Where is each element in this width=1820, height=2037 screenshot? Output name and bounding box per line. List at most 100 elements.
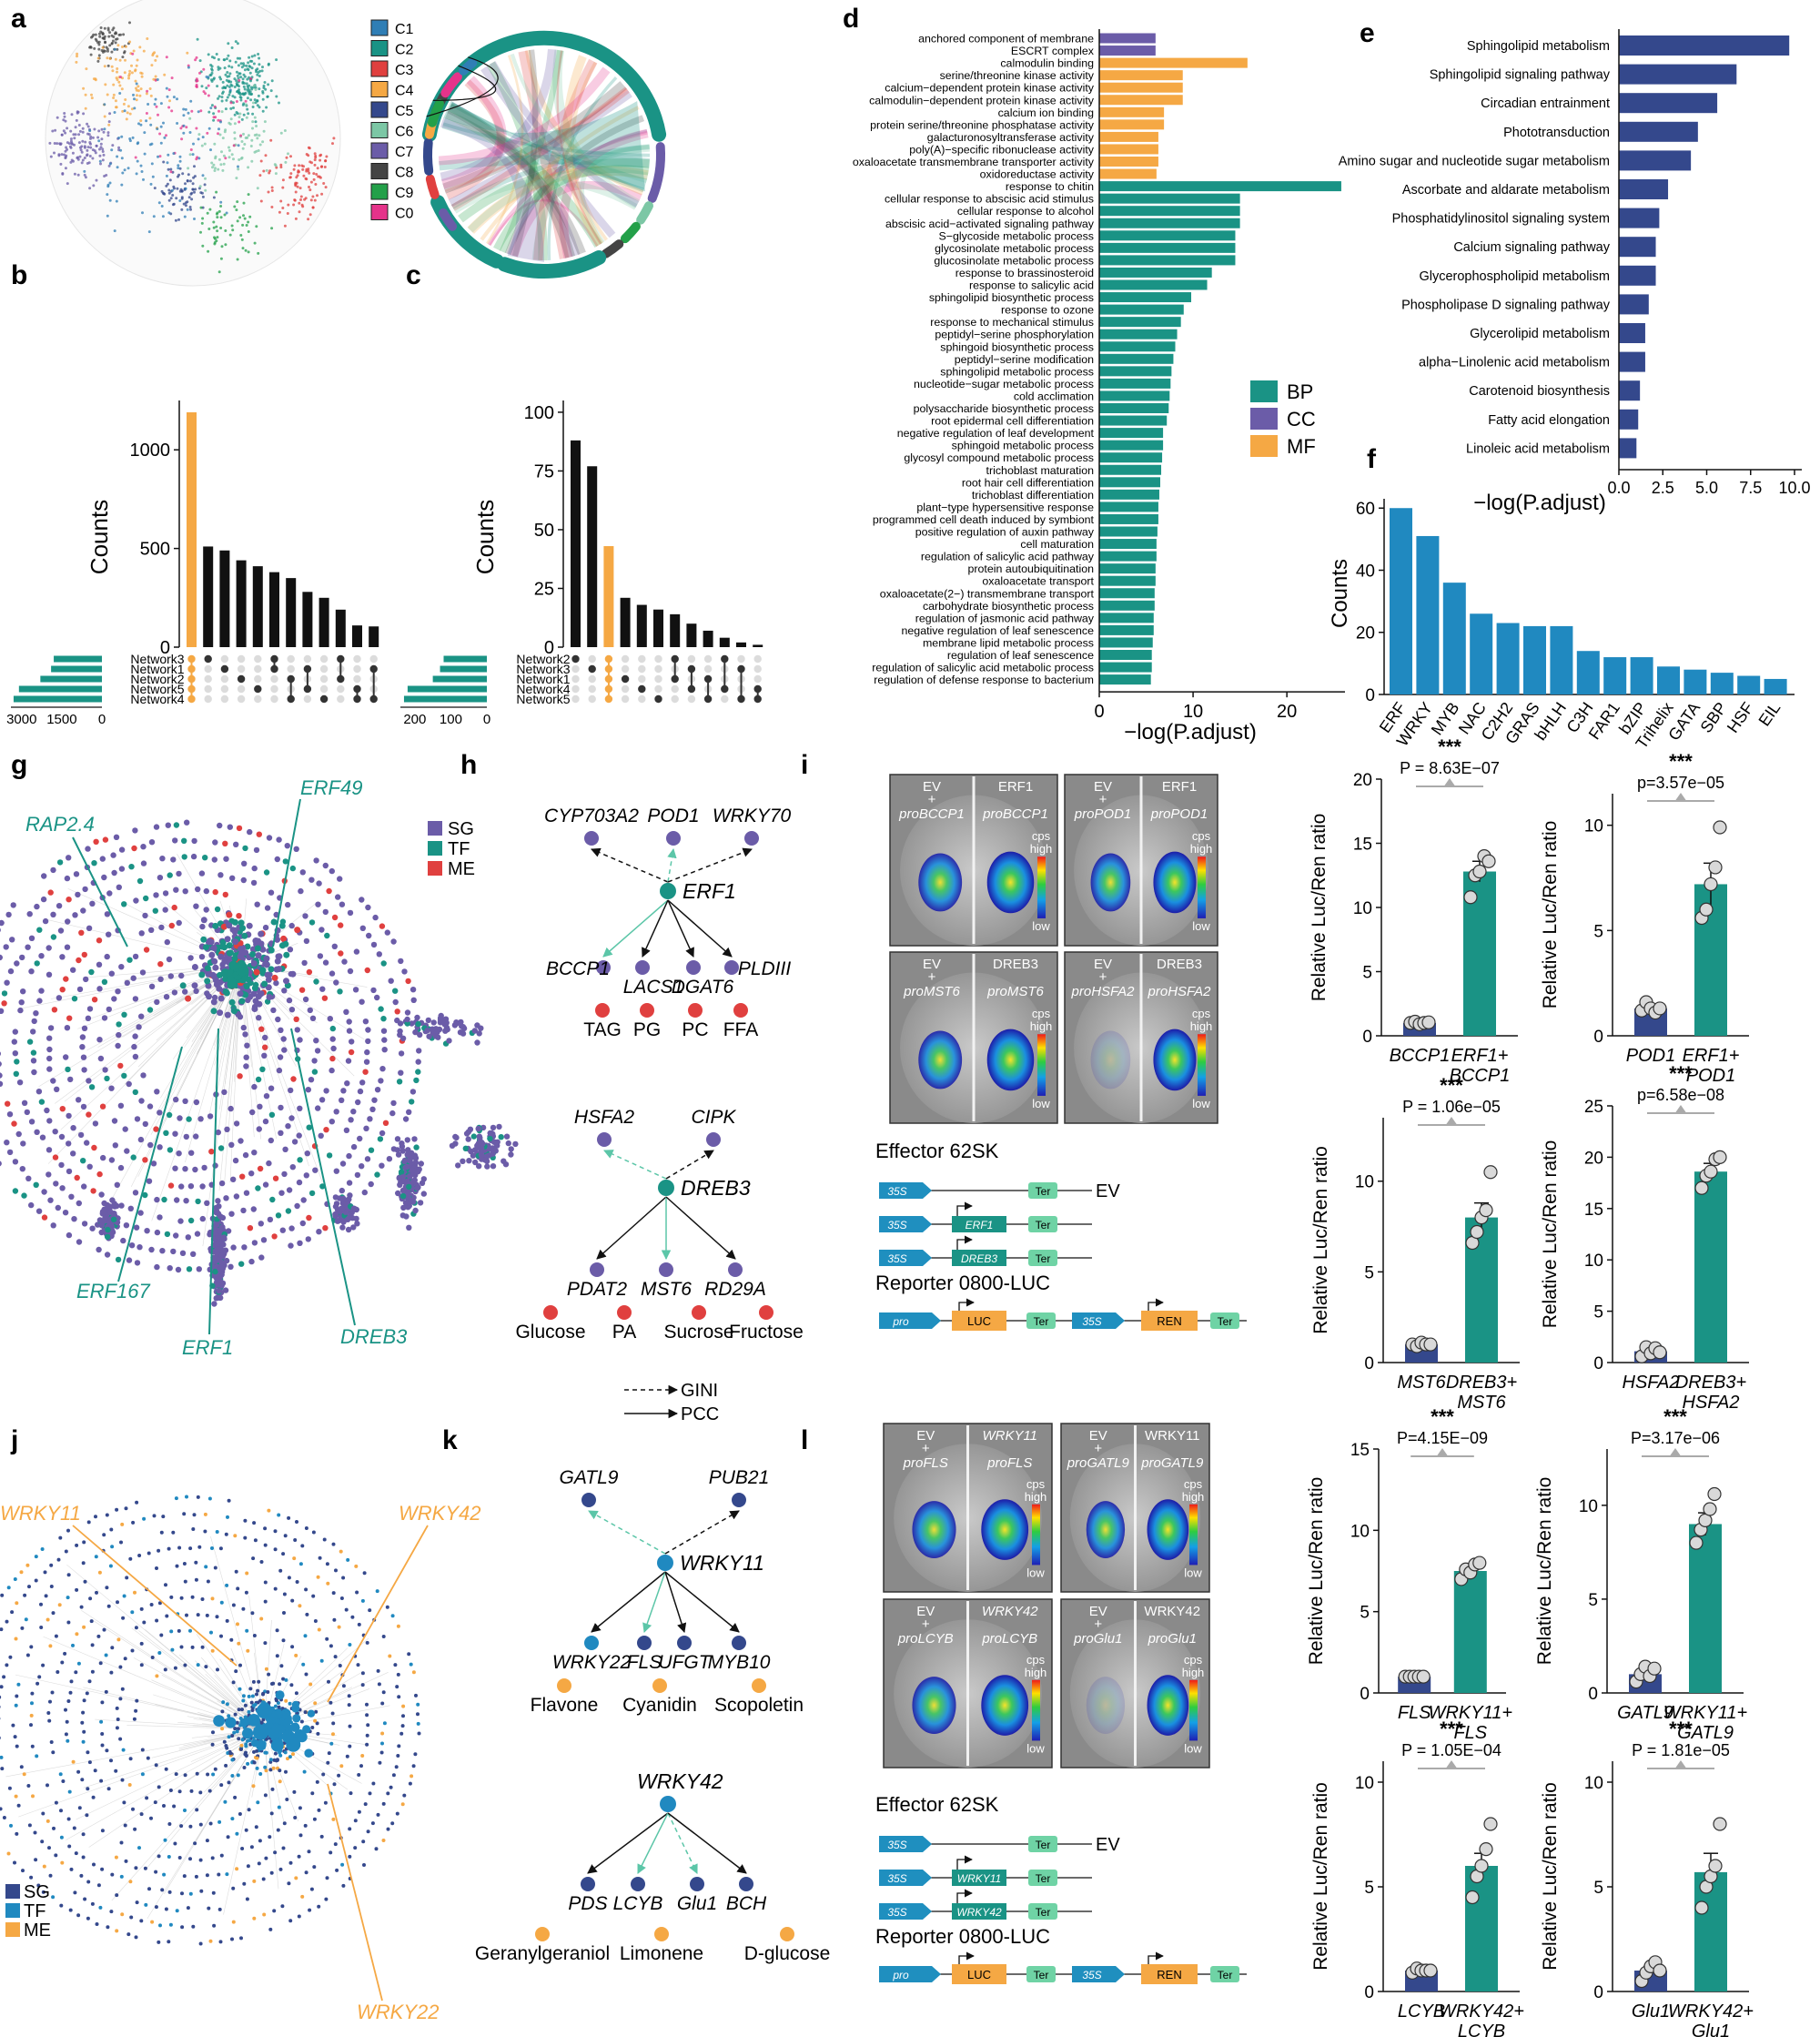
- network-node: [174, 1772, 178, 1777]
- scatter-dot: [146, 37, 149, 40]
- go-term-label: regulation of salicylic acid metabolic p…: [872, 662, 1094, 674]
- scatter-dot: [250, 92, 254, 96]
- go-term-label: calmodulin binding: [1000, 57, 1094, 70]
- data-point: [1694, 1181, 1709, 1195]
- network-node: [294, 927, 301, 934]
- scatter-dot: [233, 122, 237, 126]
- network-node: [251, 865, 258, 872]
- chart-ytick-label: 10: [1350, 1522, 1370, 1541]
- network-node: [394, 1765, 399, 1769]
- network-node: [340, 1862, 345, 1867]
- network-node: [46, 945, 52, 951]
- scatter-dot: [73, 172, 76, 176]
- network-node: [339, 1097, 345, 1104]
- network-node: [171, 1530, 176, 1535]
- promoter-pro-label: pro: [892, 1969, 909, 1981]
- scatter-dot: [97, 32, 101, 35]
- network-node: [6, 1111, 14, 1118]
- chart-ytick-label: 5: [1588, 1591, 1598, 1610]
- go-bar: [1099, 144, 1158, 155]
- network-node: [206, 993, 212, 1000]
- network-node: [182, 1562, 187, 1566]
- network-node: [234, 1669, 238, 1674]
- network-node: [311, 1069, 318, 1075]
- network-node: [204, 1200, 210, 1207]
- set-size-bar: [13, 695, 102, 703]
- network-node: [254, 1825, 258, 1829]
- network-node: [114, 1768, 118, 1773]
- network-node: [25, 1653, 30, 1657]
- network-node: [263, 869, 270, 876]
- photo-label-right: DREB3: [993, 957, 1038, 972]
- scatter-dot: [220, 99, 224, 103]
- chart-ytick-label: 5: [1364, 1263, 1374, 1282]
- network-node: [46, 1783, 49, 1788]
- scatter-dot: [163, 136, 167, 139]
- scatter-dot: [256, 187, 259, 190]
- network-node: [172, 1804, 177, 1809]
- scatter-dot: [180, 196, 184, 199]
- pcc-edge: [664, 1571, 687, 1634]
- photo-label-right2: proHSFA2: [1148, 984, 1212, 999]
- scatter-dot: [178, 155, 182, 158]
- network-node: [127, 1205, 134, 1212]
- go-bar: [1099, 304, 1184, 315]
- network-node: [53, 1181, 59, 1187]
- network-node: [348, 1827, 352, 1831]
- network-node: [27, 1823, 32, 1828]
- scatter-dot: [197, 110, 200, 114]
- network-node: [256, 1800, 260, 1805]
- scatter-dot: [230, 153, 234, 157]
- scatter-dot: [269, 138, 273, 142]
- network-node: [255, 1766, 259, 1770]
- network-node: [169, 1595, 174, 1599]
- network-node: [365, 1640, 369, 1645]
- scatter-dot: [240, 66, 244, 69]
- j-callout-label: WRKY42: [399, 1502, 480, 1525]
- pcc-edge: [664, 1571, 740, 1633]
- scatter-dot: [210, 68, 214, 72]
- network-edge: [88, 1728, 265, 1848]
- network-node: [0, 1061, 2, 1067]
- tf-family-bar: [1657, 666, 1680, 694]
- scatter-dot: [169, 167, 173, 171]
- network-node: [229, 875, 236, 881]
- scatter-dot: [108, 181, 112, 185]
- network-edge: [44, 918, 242, 966]
- scatter-dot: [225, 98, 228, 102]
- network-node: [231, 1920, 236, 1924]
- network-node: [276, 953, 283, 960]
- network-node: [193, 988, 199, 995]
- scatter-dot: [79, 148, 83, 152]
- cps-colorbar: [1198, 856, 1206, 918]
- scatter-dot: [320, 192, 324, 196]
- j-callout-label: WRKY22: [357, 2001, 439, 2023]
- network-node: [82, 1698, 86, 1703]
- network-node: [234, 1569, 238, 1574]
- network-node: [49, 1740, 54, 1744]
- luc-box: [952, 1964, 1006, 1984]
- network-node: [302, 913, 308, 919]
- scatter-dot: [218, 76, 222, 79]
- network-node: [58, 1772, 63, 1777]
- network-node: [247, 1694, 251, 1698]
- scatter-dot: [233, 86, 237, 88]
- chord-arc: [647, 142, 666, 203]
- network-node: [179, 982, 187, 989]
- scatter-dot: [194, 58, 197, 62]
- network-node: [508, 1146, 514, 1152]
- metabolite-node: [780, 1927, 794, 1941]
- network-node: [281, 1677, 286, 1681]
- matrix-dot: [638, 694, 646, 704]
- network-node: [42, 1864, 46, 1869]
- network-hub-node: [239, 1718, 248, 1728]
- network-node: [380, 1701, 385, 1706]
- intersection-bar: [587, 466, 598, 647]
- comparison-marker: [1674, 793, 1687, 802]
- network-node: [117, 1164, 125, 1171]
- network-node: [143, 895, 149, 902]
- network-node: [199, 923, 206, 930]
- chart-ytick-label: 5: [1593, 1303, 1603, 1323]
- network-node: [400, 1204, 407, 1211]
- set-label: Network3: [516, 662, 570, 676]
